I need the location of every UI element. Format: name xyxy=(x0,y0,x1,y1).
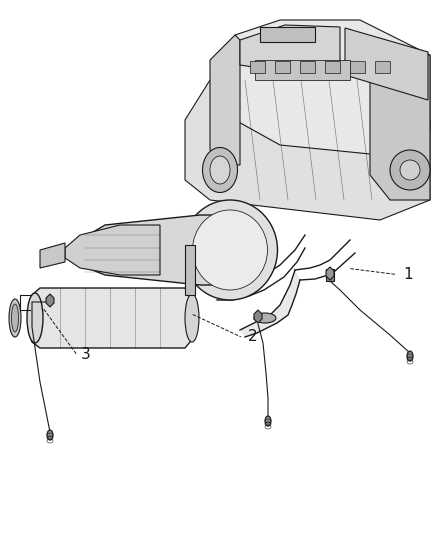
Text: 2: 2 xyxy=(247,329,257,344)
Polygon shape xyxy=(240,25,340,72)
Polygon shape xyxy=(80,215,220,285)
Bar xyxy=(375,61,390,73)
Ellipse shape xyxy=(407,351,413,361)
Ellipse shape xyxy=(185,294,199,342)
Bar xyxy=(350,61,365,73)
Polygon shape xyxy=(210,35,240,165)
Ellipse shape xyxy=(192,210,268,290)
Ellipse shape xyxy=(183,200,278,300)
Bar xyxy=(250,61,265,73)
Ellipse shape xyxy=(11,304,18,332)
Ellipse shape xyxy=(254,313,276,323)
Ellipse shape xyxy=(265,416,271,426)
Bar xyxy=(300,61,315,73)
Polygon shape xyxy=(254,310,262,323)
Bar xyxy=(260,27,315,42)
Ellipse shape xyxy=(9,299,21,337)
Polygon shape xyxy=(40,243,65,268)
Text: 3: 3 xyxy=(81,347,91,362)
Ellipse shape xyxy=(210,156,230,184)
Text: 1: 1 xyxy=(403,267,413,282)
Bar xyxy=(185,245,195,295)
Polygon shape xyxy=(345,28,428,100)
Ellipse shape xyxy=(202,148,237,192)
Polygon shape xyxy=(65,225,160,275)
Polygon shape xyxy=(255,60,350,80)
Circle shape xyxy=(400,160,420,180)
Polygon shape xyxy=(30,288,195,348)
Polygon shape xyxy=(370,55,430,200)
Bar xyxy=(326,269,334,281)
Polygon shape xyxy=(240,270,300,337)
Polygon shape xyxy=(326,267,334,280)
Circle shape xyxy=(390,150,430,190)
Ellipse shape xyxy=(27,293,43,343)
Polygon shape xyxy=(46,294,54,307)
Polygon shape xyxy=(185,80,430,220)
Ellipse shape xyxy=(47,430,53,440)
Bar xyxy=(275,61,290,73)
Bar xyxy=(325,61,340,73)
Polygon shape xyxy=(235,20,430,155)
